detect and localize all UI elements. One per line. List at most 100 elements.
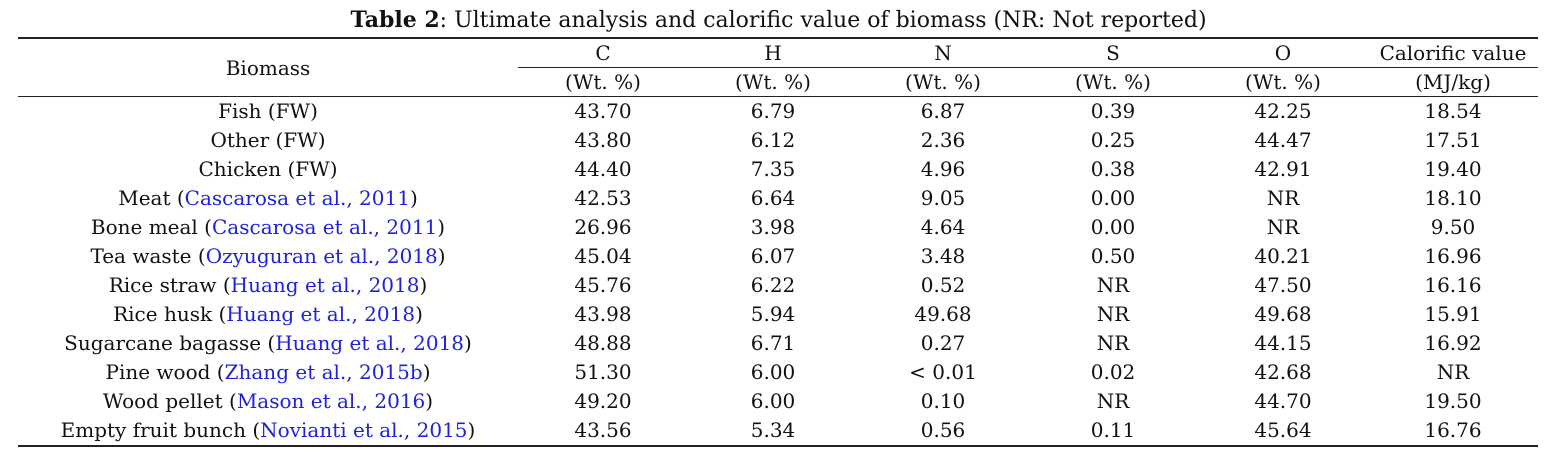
unit-h: (Wt. %) <box>688 67 858 97</box>
value-n: 9.05 <box>920 186 966 210</box>
value-calorific-value: 16.92 <box>1424 331 1482 355</box>
value-c: 43.80 <box>574 128 632 152</box>
value-h: 5.34 <box>688 416 858 447</box>
table-row: Bone meal (Cascarosa et al., 2011) 26.96 3… <box>18 213 1538 242</box>
value-s: NR <box>1096 331 1130 355</box>
value-calorific-value: 16.96 <box>1424 244 1482 268</box>
value-c: 49.20 <box>574 389 632 413</box>
biomass-name: Fish (FW) <box>218 99 318 123</box>
unit-o: (Wt. %) <box>1198 67 1368 97</box>
value-s: 0.11 <box>1028 416 1198 447</box>
value-s: 0.02 <box>1090 360 1136 384</box>
biomass-name: Empty fruit bunch <box>60 418 246 442</box>
value-n: 4.96 <box>920 157 966 181</box>
value-s: NR <box>1096 302 1130 326</box>
value-h: 6.12 <box>750 128 796 152</box>
unit-c: (Wt. %) <box>518 67 688 97</box>
value-o: 49.68 <box>1254 302 1312 326</box>
biomass-name: Rice husk <box>113 302 213 326</box>
unit-s: (Wt. %) <box>1028 67 1198 97</box>
table-row: Other (FW) 43.80 6.12 2.36 0.25 44.47 17.51 <box>18 126 1538 155</box>
reference-link[interactable]: Novianti et al., 2015 <box>260 418 468 442</box>
value-o: 42.25 <box>1254 99 1312 123</box>
value-o: 44.70 <box>1254 389 1312 413</box>
header-n: N <box>858 37 1028 68</box>
value-s: 0.00 <box>1090 186 1136 210</box>
table-caption: Table 2: Ultimate analysis and calorific… <box>0 6 1557 35</box>
value-o: 40.21 <box>1254 244 1312 268</box>
value-n: 3.48 <box>920 244 966 268</box>
header-biomass: Biomass <box>18 37 518 97</box>
value-n: 49.68 <box>914 302 972 326</box>
value-o: 42.68 <box>1254 360 1312 384</box>
value-calorific-value: NR <box>1436 360 1470 384</box>
header-s: S <box>1028 37 1198 68</box>
value-calorific-value: 16.16 <box>1424 273 1482 297</box>
value-h: 6.71 <box>750 331 796 355</box>
reference-link[interactable]: Huang et al., 2018 <box>230 273 420 297</box>
reference-link[interactable]: Zhang et al., 2015b <box>224 360 423 384</box>
table-row: Sugarcane bagasse (Huang et al., 2018) 48… <box>18 329 1538 358</box>
value-c: 45.04 <box>574 244 632 268</box>
table-row: Fish (FW) 43.70 6.79 6.87 0.39 42.25 18.54 <box>18 97 1538 127</box>
reference-link[interactable]: Mason et al., 2016 <box>236 389 426 413</box>
value-h: 6.79 <box>750 99 796 123</box>
table-row: Pine wood (Zhang et al., 2015b) 51.30 6.00… <box>18 358 1538 387</box>
value-c: 48.88 <box>574 331 632 355</box>
value-calorific-value: 16.76 <box>1368 416 1538 447</box>
biomass-cell: Bone meal (Cascarosa et al., 2011) <box>90 215 446 239</box>
table-row: Empty fruit bunch (Novianti et al., 2015… <box>18 416 1538 447</box>
value-o: NR <box>1266 215 1300 239</box>
value-h: 6.00 <box>750 389 796 413</box>
biomass-cell: Chicken (FW) <box>18 155 518 184</box>
value-calorific-value: 9.50 <box>1430 215 1476 239</box>
value-c: 45.76 <box>574 273 632 297</box>
value-h: 6.22 <box>750 273 796 297</box>
value-n: 2.36 <box>920 128 966 152</box>
value-s: NR <box>1096 273 1130 297</box>
header-h: H <box>688 37 858 68</box>
biomass-cell: Tea waste (Ozyuguran et al., 2018) <box>90 244 446 268</box>
biomass-name: Sugarcane bagasse <box>64 331 262 355</box>
reference-link[interactable]: Huang et al., 2018 <box>226 302 416 326</box>
header-row-units: (Wt. %) (Wt. %) (Wt. %) (Wt. %) (Wt. %) … <box>18 67 1538 97</box>
value-s: NR <box>1096 389 1130 413</box>
value-c: 42.53 <box>574 186 632 210</box>
biomass-cell: Pine wood (Zhang et al., 2015b) <box>105 360 431 384</box>
reference-link[interactable]: Cascarosa et al., 2011 <box>184 186 410 210</box>
table-body: Fish (FW) 43.70 6.79 6.87 0.39 42.25 18.54 Othe… <box>18 97 1538 447</box>
table-header: Biomass C H N S O Calorific value (Wt. %… <box>18 37 1538 97</box>
value-n: 0.27 <box>920 331 966 355</box>
value-c: 44.40 <box>574 157 632 181</box>
table-row: Rice straw (Huang et al., 2018) 45.76 6.22… <box>18 271 1538 300</box>
value-calorific-value: 19.50 <box>1424 389 1482 413</box>
biomass-table: Biomass C H N S O Calorific value (Wt. %… <box>18 37 1538 447</box>
biomass-name: Bone meal <box>90 215 198 239</box>
value-c: 43.56 <box>518 416 688 447</box>
value-calorific-value: 15.91 <box>1424 302 1482 326</box>
header-row-names: Biomass C H N S O Calorific value <box>18 37 1538 97</box>
value-h: 3.98 <box>750 215 796 239</box>
value-s: 0.25 <box>1090 128 1136 152</box>
biomass-name: Meat <box>118 186 171 210</box>
biomass-cell: Fish (FW) <box>18 97 518 127</box>
table-row: Tea waste (Ozyuguran et al., 2018) 45.04 6… <box>18 242 1538 271</box>
value-o: 44.47 <box>1254 128 1312 152</box>
value-o: 47.50 <box>1254 273 1312 297</box>
table-row: Meat (Cascarosa et al., 2011) 42.53 6.64 9.… <box>18 184 1538 213</box>
value-n: 0.56 <box>858 416 1028 447</box>
value-n: 6.87 <box>920 99 966 123</box>
value-c: 43.70 <box>574 99 632 123</box>
biomass-cell: Rice straw (Huang et al., 2018) <box>108 273 428 297</box>
value-h: 6.07 <box>750 244 796 268</box>
value-calorific-value: 17.51 <box>1424 128 1482 152</box>
value-o: NR <box>1266 186 1300 210</box>
value-n: 4.64 <box>920 215 966 239</box>
reference-link[interactable]: Ozyuguran et al., 2018 <box>205 244 438 268</box>
reference-link[interactable]: Huang et al., 2018 <box>275 331 465 355</box>
reference-link[interactable]: Cascarosa et al., 2011 <box>212 215 438 239</box>
unit-n: (Wt. %) <box>858 67 1028 97</box>
value-s: 0.39 <box>1090 99 1136 123</box>
table-caption-text: : Ultimate analysis and calorific value … <box>439 8 1207 33</box>
